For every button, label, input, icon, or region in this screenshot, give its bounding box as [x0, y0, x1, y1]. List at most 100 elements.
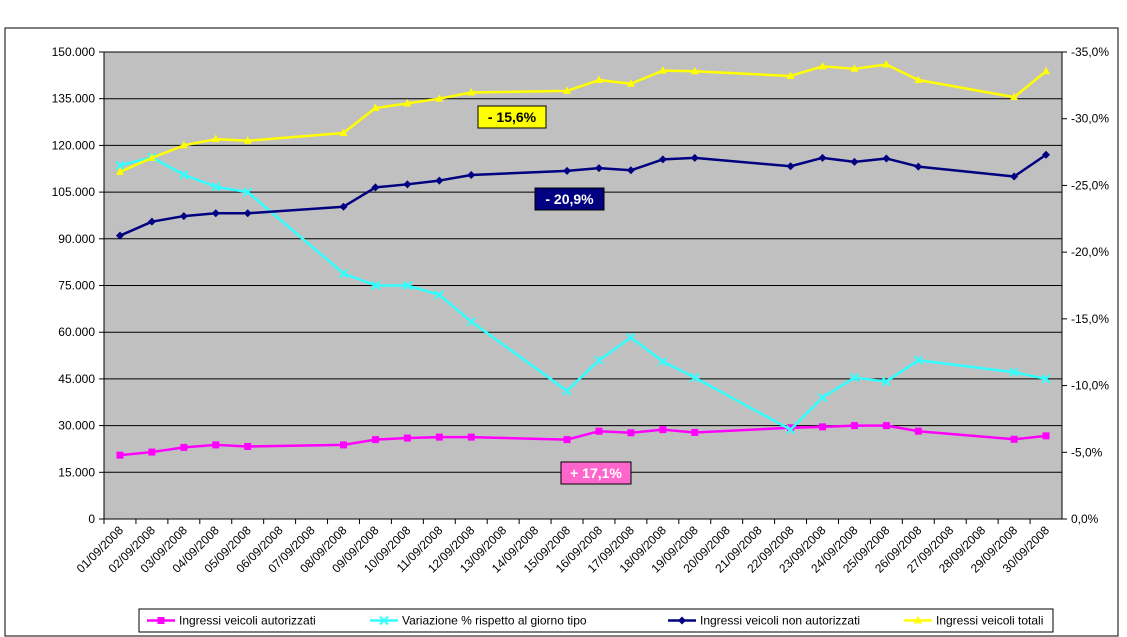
y2-tick-label: 0,0% [1071, 512, 1099, 526]
marker [819, 423, 826, 431]
marker [849, 372, 860, 383]
marker [914, 75, 923, 84]
marker [850, 64, 859, 72]
y-tick-label: 135.000 [52, 92, 96, 106]
marker [1010, 92, 1019, 101]
marker [563, 166, 572, 175]
marker [115, 231, 124, 240]
y2-tick-label: -35,0% [1071, 45, 1109, 59]
marker [678, 616, 686, 625]
marker [1042, 66, 1051, 75]
marker [340, 441, 347, 449]
marker [563, 86, 572, 94]
marker [403, 434, 411, 442]
marker [913, 355, 924, 365]
y2-tick-label: -30,0% [1071, 112, 1109, 126]
marker [243, 136, 252, 144]
marker [212, 441, 220, 449]
series-line [119, 153, 1047, 237]
marker [180, 443, 188, 451]
y2-tick-label: -10,0% [1071, 379, 1109, 393]
marker [914, 616, 922, 624]
marker [435, 176, 444, 185]
marker [882, 422, 890, 430]
marker [882, 59, 891, 68]
marker [626, 332, 636, 343]
marker [147, 217, 156, 226]
marker [690, 372, 700, 383]
legend-label: Ingressi veicoli non autorizzati [700, 614, 860, 628]
marker [818, 61, 827, 70]
marker [147, 153, 156, 161]
y-tick-label: 60.000 [58, 325, 95, 339]
marker [116, 451, 124, 459]
marker [371, 103, 380, 112]
marker [1041, 374, 1051, 384]
y-tick-label: 45.000 [58, 372, 95, 386]
marker [371, 436, 379, 444]
marker [211, 134, 220, 143]
marker [1009, 367, 1019, 377]
marker [658, 356, 668, 367]
marker [434, 290, 445, 300]
marker [626, 79, 635, 87]
y2-tick-label: -15,0% [1071, 312, 1109, 326]
y2-tick-label: -5,0% [1071, 445, 1103, 459]
marker [786, 162, 795, 171]
marker [626, 166, 635, 175]
marker [658, 155, 667, 164]
marker [1010, 435, 1018, 443]
marker [339, 128, 348, 136]
marker [115, 160, 125, 171]
y-tick-label: 0 [88, 512, 95, 526]
marker [786, 71, 795, 79]
marker [914, 427, 922, 435]
series-line [119, 156, 1047, 431]
series-line [119, 63, 1047, 174]
marker [467, 87, 476, 96]
marker [627, 429, 635, 437]
marker [435, 94, 444, 102]
marker [179, 140, 188, 149]
marker [370, 280, 381, 291]
marker [594, 75, 603, 84]
marker [402, 280, 413, 291]
marker [179, 212, 188, 221]
marker [115, 167, 124, 175]
marker [435, 433, 443, 441]
marker [339, 202, 348, 211]
marker [594, 355, 604, 365]
marker [787, 424, 795, 432]
marker [817, 392, 828, 403]
legend-label: Variazione % rispetto al giorno tipo [402, 614, 587, 628]
marker [148, 448, 156, 456]
marker [690, 66, 699, 75]
annotation: + 17,1% [570, 465, 622, 481]
marker [562, 386, 572, 396]
y-tick-label: 105.000 [52, 185, 96, 199]
marker [179, 170, 189, 180]
marker [818, 153, 827, 162]
marker [691, 428, 699, 436]
marker [157, 617, 165, 624]
marker [690, 153, 699, 162]
marker [211, 182, 221, 192]
y-tick-label: 150.000 [52, 45, 96, 59]
legend-box [138, 608, 1054, 633]
legend-label: Ingressi veicoli autorizzati [179, 614, 316, 628]
annotation-box [534, 187, 605, 211]
marker [338, 268, 349, 279]
marker [379, 615, 389, 626]
y-tick-label: 90.000 [58, 232, 95, 246]
annotation: - 15,6% [488, 109, 537, 125]
y-tick-label: 15.000 [58, 465, 95, 479]
marker [659, 426, 667, 434]
annotation-box [560, 461, 632, 485]
series-line [119, 424, 1047, 457]
marker [563, 436, 571, 444]
marker [785, 424, 796, 435]
marker [467, 433, 475, 441]
marker [658, 66, 667, 74]
y-tick-label: 30.000 [58, 419, 95, 433]
